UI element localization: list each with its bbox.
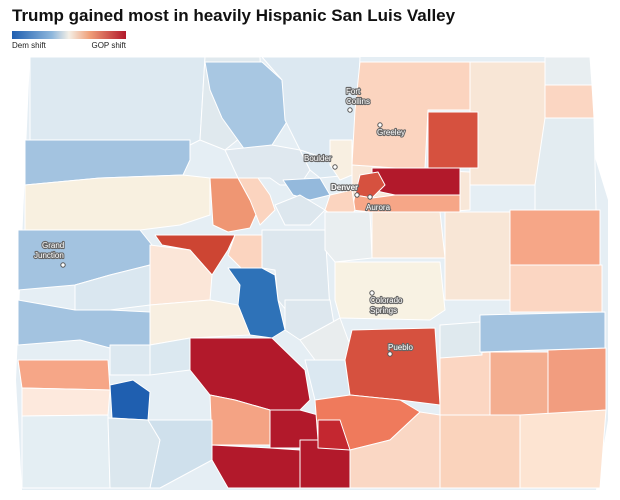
legend-gop-label: GOP shift	[91, 41, 126, 50]
aurora-label: Aurora	[366, 203, 391, 212]
county-denver[interactable]	[354, 171, 386, 199]
greeley-dot	[377, 122, 383, 128]
fort-collins-dot	[347, 107, 353, 113]
county-moffat[interactable]	[29, 56, 206, 146]
county-archuleta[interactable]	[147, 419, 213, 489]
county-broomfield[interactable]	[329, 139, 353, 181]
county-delta[interactable]	[149, 244, 213, 306]
county-clear-creek[interactable]	[274, 194, 326, 226]
colorado-springs-label: Colorado Springs	[370, 296, 403, 315]
county-baca-top[interactable]	[479, 311, 606, 353]
county-kiowa[interactable]	[439, 321, 483, 359]
county-san-juan[interactable]	[109, 379, 151, 421]
denver-label: Denver	[331, 183, 358, 192]
county-morgan[interactable]	[427, 111, 479, 169]
county-baca[interactable]	[519, 409, 607, 489]
denver-dot	[354, 192, 360, 198]
pueblo-dot	[387, 351, 393, 357]
legend-dem-label: Dem shift	[12, 41, 46, 50]
county-chaffee[interactable]	[227, 267, 286, 339]
colorado-springs-dot	[369, 290, 375, 296]
county-costilla-east[interactable]	[317, 419, 351, 451]
legend-color-scale	[12, 31, 126, 39]
map-title: Trump gained most in heavily Hispanic Sa…	[12, 6, 456, 25]
grand-junction-dot	[60, 262, 66, 268]
county-costilla[interactable]	[299, 439, 351, 489]
pueblo-label: Pueblo	[388, 343, 413, 352]
greeley-label: Greeley	[377, 128, 405, 137]
shift-legend: Dem shift GOP shift	[12, 31, 126, 53]
county-gilpin[interactable]	[282, 177, 331, 201]
fort-collins-label: Fort Collins	[346, 87, 370, 106]
county-el-paso[interactable]	[334, 261, 446, 321]
grand-junction-label: Grand Junction	[34, 241, 64, 260]
aurora-dot	[367, 194, 373, 200]
boulder-label: Boulder	[304, 154, 332, 163]
county-douglas[interactable]	[324, 211, 373, 263]
boulder-dot	[332, 164, 338, 170]
